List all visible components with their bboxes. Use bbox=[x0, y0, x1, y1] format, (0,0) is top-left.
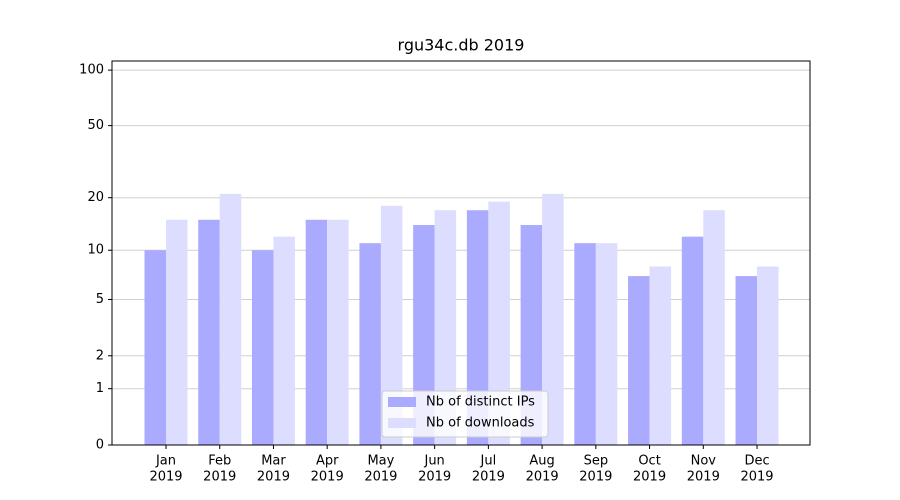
x-tick-label: Jul bbox=[480, 454, 497, 469]
x-tick-label: 2019 bbox=[149, 470, 182, 485]
x-tick-label: 2019 bbox=[526, 470, 559, 485]
y-tick-label: 1 bbox=[96, 381, 104, 396]
bar bbox=[649, 266, 672, 445]
bar bbox=[219, 193, 242, 445]
bar bbox=[735, 276, 758, 445]
x-tick-label: 2019 bbox=[418, 470, 451, 485]
bar bbox=[574, 243, 596, 445]
bar bbox=[542, 193, 564, 445]
bar bbox=[466, 210, 489, 445]
bar bbox=[359, 243, 381, 445]
bar bbox=[681, 236, 704, 445]
bar bbox=[413, 225, 435, 445]
legend: Nb of distinct IPs Nb of downloads bbox=[381, 390, 549, 438]
x-tick-label: 2019 bbox=[257, 470, 290, 485]
bar bbox=[595, 243, 618, 445]
x-tick-label: 2019 bbox=[633, 470, 666, 485]
bar bbox=[380, 205, 403, 445]
x-tick-label: Aug bbox=[529, 454, 554, 469]
x-tick-label: 2019 bbox=[311, 470, 344, 485]
y-tick-label: 20 bbox=[87, 190, 104, 205]
x-tick-label: 2019 bbox=[687, 470, 720, 485]
y-tick-label: 50 bbox=[87, 118, 104, 133]
bar bbox=[273, 236, 295, 445]
y-tick-label: 0 bbox=[96, 438, 104, 453]
bar bbox=[434, 210, 457, 445]
x-tick-label: Sep bbox=[584, 454, 609, 469]
legend-swatch bbox=[388, 418, 416, 428]
x-tick-label: Jun bbox=[423, 454, 444, 469]
bar bbox=[628, 276, 650, 445]
x-tick-label: Nov bbox=[691, 454, 717, 469]
legend-swatch bbox=[388, 397, 416, 407]
x-tick-label: May bbox=[367, 454, 394, 469]
bar bbox=[520, 225, 543, 445]
y-tick-label: 100 bbox=[79, 63, 104, 78]
x-tick-label: 2019 bbox=[472, 470, 505, 485]
x-tick-label: Apr bbox=[316, 454, 339, 469]
x-tick-label: Feb bbox=[208, 454, 231, 469]
bar bbox=[198, 219, 220, 445]
y-tick-label: 5 bbox=[96, 292, 104, 307]
x-tick-label: 2019 bbox=[203, 470, 236, 485]
legend-box bbox=[381, 390, 549, 438]
bar bbox=[305, 219, 328, 445]
bar bbox=[488, 201, 510, 445]
x-tick-label: Oct bbox=[638, 454, 660, 469]
x-tick-label: Dec bbox=[744, 454, 769, 469]
legend-label: Nb of distinct IPs bbox=[426, 395, 535, 410]
x-tick-label: 2019 bbox=[364, 470, 397, 485]
x-tick-label: Jan bbox=[155, 454, 176, 469]
x-tick-label: Mar bbox=[261, 454, 286, 469]
chart-title: rgu34c.db 2019 bbox=[398, 36, 525, 55]
bar bbox=[703, 210, 725, 445]
legend-label: Nb of downloads bbox=[426, 416, 535, 431]
bar bbox=[251, 250, 274, 445]
x-tick-label: 2019 bbox=[740, 470, 773, 485]
x-tick-label: 2019 bbox=[579, 470, 612, 485]
bar bbox=[757, 266, 779, 445]
bar bbox=[166, 219, 188, 445]
plot-frame bbox=[111, 60, 811, 446]
y-tick-label: 10 bbox=[87, 243, 104, 258]
bar bbox=[144, 250, 166, 445]
bars bbox=[144, 193, 779, 445]
bar bbox=[327, 219, 349, 445]
y-tick-label: 2 bbox=[96, 348, 104, 363]
